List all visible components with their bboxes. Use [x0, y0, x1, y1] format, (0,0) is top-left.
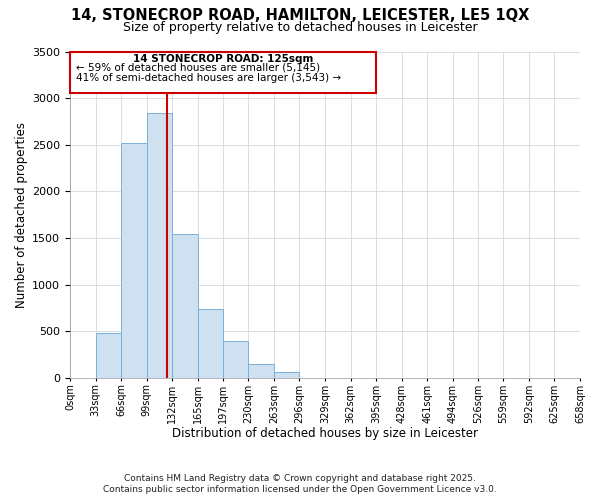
Bar	[274, 372, 299, 378]
Text: 41% of semi-detached houses are larger (3,543) →: 41% of semi-detached houses are larger (…	[76, 74, 341, 84]
Bar	[223, 340, 248, 378]
Y-axis label: Number of detached properties: Number of detached properties	[15, 122, 28, 308]
Text: Contains HM Land Registry data © Crown copyright and database right 2025.
Contai: Contains HM Land Registry data © Crown c…	[103, 474, 497, 494]
Text: Size of property relative to detached houses in Leicester: Size of property relative to detached ho…	[122, 21, 478, 34]
X-axis label: Distribution of detached houses by size in Leicester: Distribution of detached houses by size …	[172, 427, 478, 440]
Text: 14, STONECROP ROAD, HAMILTON, LEICESTER, LE5 1QX: 14, STONECROP ROAD, HAMILTON, LEICESTER,…	[71, 8, 529, 22]
Bar	[172, 234, 198, 378]
Bar	[147, 113, 172, 378]
Text: 14 STONECROP ROAD: 125sqm: 14 STONECROP ROAD: 125sqm	[133, 54, 313, 64]
Bar	[95, 333, 121, 378]
Bar	[248, 364, 274, 378]
FancyBboxPatch shape	[70, 52, 376, 93]
Bar	[198, 309, 223, 378]
Text: ← 59% of detached houses are smaller (5,145): ← 59% of detached houses are smaller (5,…	[76, 62, 320, 72]
Bar	[121, 143, 147, 378]
